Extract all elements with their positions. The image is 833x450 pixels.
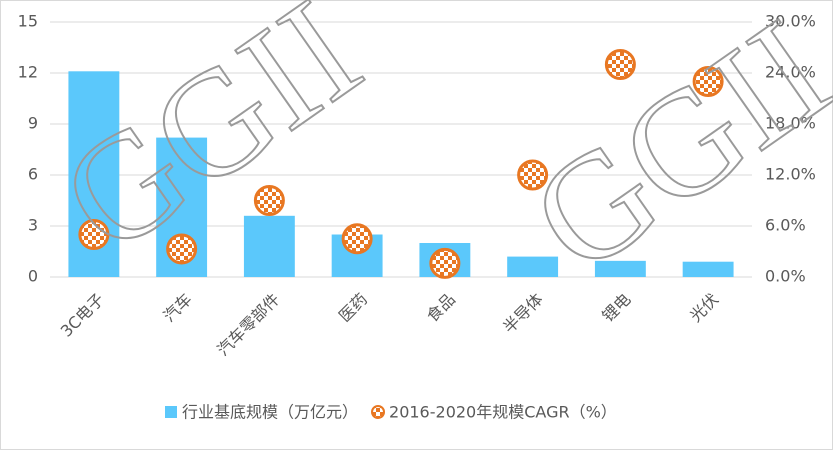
y-tick-label: 12 <box>18 63 38 82</box>
y2-tick-label: 0.0% <box>765 267 806 286</box>
point <box>604 49 636 80</box>
point <box>78 219 110 250</box>
y-tick-label: 15 <box>18 12 38 31</box>
x-tick-label: 半导体 <box>499 290 546 337</box>
x-tick-label: 汽车零部件 <box>213 290 283 360</box>
point <box>166 233 198 265</box>
bar <box>507 256 559 277</box>
x-tick-label: 医药 <box>335 290 371 326</box>
point <box>253 185 285 216</box>
y-tick-label: 0 <box>28 267 38 286</box>
y2-tick-label: 24.0% <box>765 63 816 82</box>
x-tick-label: 汽车 <box>160 290 196 326</box>
y-tick-label: 6 <box>28 165 38 184</box>
bar <box>243 215 295 277</box>
y2-tick-label: 18.0% <box>765 114 816 133</box>
y-tick-label: 3 <box>28 216 38 235</box>
point <box>692 66 724 97</box>
legend-label: 行业基底规模（万亿元） <box>182 403 358 422</box>
bar <box>594 260 646 277</box>
legend-swatch <box>165 406 177 418</box>
point <box>429 247 461 279</box>
point <box>341 223 373 255</box>
bar <box>682 261 734 277</box>
y-tick-label: 9 <box>28 114 38 133</box>
point <box>517 159 549 191</box>
x-tick-label: 3C电子 <box>57 290 108 341</box>
legend-swatch <box>371 405 386 419</box>
x-tick-label: 光伏 <box>686 290 722 326</box>
y2-tick-label: 12.0% <box>765 165 816 184</box>
y2-tick-label: 6.0% <box>765 216 806 235</box>
y2-tick-label: 30.0% <box>765 12 816 31</box>
x-tick-label: 食品 <box>423 290 459 326</box>
legend-label: 2016-2020年规模CAGR（%） <box>389 403 617 422</box>
